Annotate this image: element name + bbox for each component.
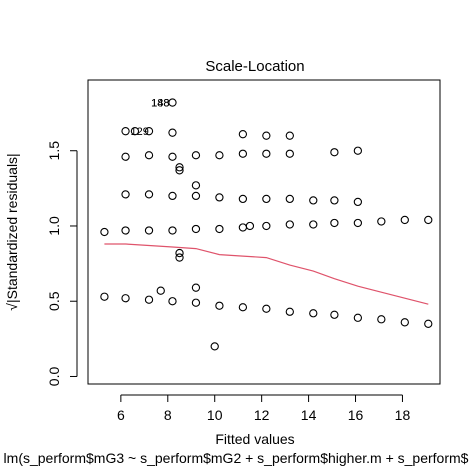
data-point: [424, 215, 433, 225]
data-point: [238, 223, 248, 232]
data-point: [175, 248, 184, 258]
data-point: [168, 226, 177, 235]
data-point: [330, 310, 339, 319]
data-point: [191, 191, 201, 201]
data-point: [353, 218, 363, 228]
data-point: [191, 151, 201, 160]
data-point: [175, 166, 184, 175]
x-tick-label: 10: [207, 407, 223, 423]
data-point: [191, 224, 201, 234]
x-tick-label: 18: [395, 407, 411, 423]
y-tick-label: 0.0: [46, 367, 62, 387]
data-point: [245, 221, 255, 231]
data-point: [262, 194, 271, 204]
data-points: [100, 98, 433, 351]
chart-title: Scale-Location: [205, 58, 304, 75]
data-point: [175, 163, 184, 172]
data-point: [100, 292, 109, 301]
data-point: [285, 131, 294, 140]
point-annotation: 129: [131, 126, 149, 138]
data-point: [353, 146, 363, 155]
data-point: [215, 151, 224, 160]
data-point: [262, 149, 271, 158]
plot-frame: [87, 79, 441, 385]
y-tick-label: 0.5: [46, 291, 62, 311]
data-point: [238, 194, 248, 204]
data-point: [210, 342, 219, 351]
data-point: [144, 127, 154, 136]
data-point: [156, 286, 165, 295]
data-point: [285, 194, 294, 204]
data-point: [330, 196, 339, 205]
y-axis: 0.0 0.5 1.0 1.5: [46, 141, 78, 387]
data-point: [144, 190, 154, 199]
data-point: [100, 227, 109, 237]
chart-caption: lm(s_perform$mG3 ~ s_perform$mG2 + s_per…: [4, 450, 469, 466]
data-point: [238, 149, 248, 158]
data-point: [121, 226, 130, 235]
x-tick-label: 8: [164, 407, 172, 423]
data-point: [330, 218, 339, 228]
data-point: [377, 315, 386, 324]
data-point: [285, 307, 294, 316]
data-point: [191, 283, 201, 292]
data-point: [262, 221, 271, 231]
data-point: [400, 318, 409, 327]
smooth-line-group: [104, 243, 429, 305]
data-point: [400, 215, 409, 225]
data-point: [309, 309, 318, 318]
data-point: [121, 190, 130, 199]
data-point: [309, 220, 318, 229]
x-tick-label: 12: [254, 407, 270, 423]
x-axis-label: Fitted values: [215, 431, 294, 447]
x-axis: 6 8 10 12 14 16 18: [117, 394, 411, 423]
data-point: [309, 196, 318, 205]
data-point: [191, 298, 201, 307]
data-point: [353, 197, 363, 207]
smooth-line: [104, 243, 429, 305]
point-annotation: 188: [151, 98, 169, 110]
data-point: [121, 294, 130, 303]
data-point: [238, 130, 248, 139]
data-point: [168, 191, 177, 201]
data-point: [262, 131, 271, 140]
y-axis-label: √|Standardized residuals|: [4, 153, 20, 310]
data-point: [424, 319, 433, 328]
data-point: [215, 301, 224, 310]
point-annotation: 148: [151, 98, 169, 110]
data-point: [377, 217, 386, 226]
data-point: [285, 220, 294, 229]
data-point: [215, 193, 224, 202]
x-tick-label: 16: [348, 407, 364, 423]
data-point: [215, 224, 224, 234]
y-tick-label: 1.5: [46, 141, 62, 161]
y-tick-label: 1.0: [46, 216, 62, 236]
data-point: [330, 148, 339, 157]
data-point: [168, 128, 177, 137]
data-point: [144, 226, 154, 235]
data-point: [175, 253, 184, 262]
data-point: [262, 304, 271, 313]
data-point: [144, 151, 154, 160]
data-point: [121, 152, 130, 161]
x-tick-label: 14: [301, 407, 317, 423]
data-point: [130, 127, 140, 136]
data-point: [285, 149, 294, 158]
data-point: [238, 303, 248, 312]
data-point: [353, 313, 363, 322]
data-point: [144, 295, 154, 304]
data-point: [168, 297, 177, 306]
data-point: [168, 98, 177, 107]
data-point: [121, 127, 130, 136]
data-point: [191, 181, 201, 190]
x-tick-label: 6: [117, 407, 125, 423]
data-point: [168, 152, 177, 161]
